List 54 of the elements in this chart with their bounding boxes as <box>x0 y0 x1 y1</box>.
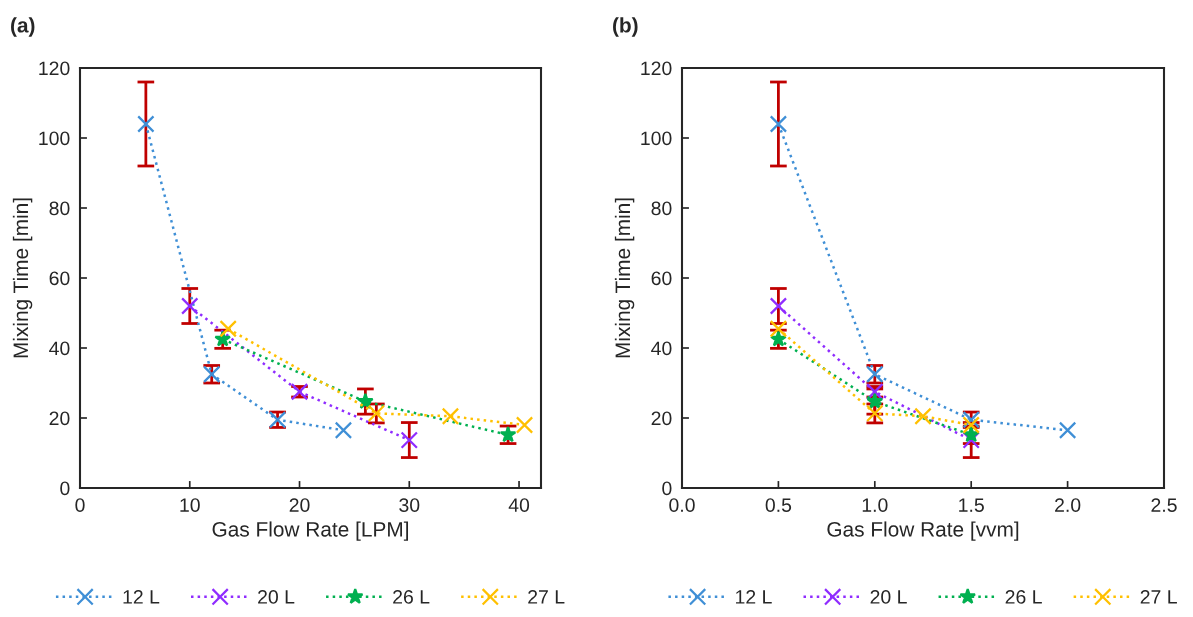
y-tick-label: 60 <box>49 271 70 286</box>
y-tick-label: 40 <box>49 341 70 356</box>
x-tick-label: 0.0 <box>669 498 695 512</box>
y-axis-title: Mixing Time [min] <box>12 198 33 358</box>
point <box>1058 421 1077 439</box>
chart-title: (b) <box>613 17 638 37</box>
y-tick-label: 100 <box>641 131 672 146</box>
x-tick-label: 1.0 <box>862 498 888 512</box>
legend-label: 20 L <box>870 590 907 604</box>
y-tick-label: 20 <box>49 411 70 426</box>
point <box>914 407 932 425</box>
x-axis-title: Gas Flow Rate [vvm] <box>827 521 1019 541</box>
legend-label: 20 L <box>258 590 295 604</box>
y-tick-label: 80 <box>49 201 70 216</box>
x-tick-label: 10 <box>180 498 200 512</box>
y-tick-label: 40 <box>651 341 672 356</box>
point <box>866 392 884 409</box>
legend-label: 26 L <box>393 590 430 604</box>
legend-label: 27 L <box>1140 590 1177 604</box>
point <box>441 407 460 425</box>
point <box>769 297 788 315</box>
x-tick-label: 20 <box>289 498 310 512</box>
point <box>962 416 980 434</box>
chart-title: (a) <box>11 17 35 37</box>
y-tick-label: 120 <box>641 61 672 76</box>
legend-label: 26 L <box>1005 590 1042 604</box>
legend-label: 27 L <box>528 590 565 604</box>
y-tick-label: 80 <box>651 201 672 216</box>
legend-label: 12 L <box>123 590 160 604</box>
y-tick-label: 60 <box>651 271 672 286</box>
y-tick-label: 0 <box>662 481 672 496</box>
point <box>515 416 534 434</box>
point <box>334 421 353 439</box>
y-axis-title: Mixing Time [min] <box>614 198 635 358</box>
x-axis-title: Gas Flow Rate [LPM] <box>212 521 409 541</box>
y-tick-label: 0 <box>60 481 70 496</box>
point <box>181 297 199 315</box>
legend-label: 12 L <box>736 590 772 604</box>
point <box>400 431 419 449</box>
x-tick-label: 40 <box>508 498 530 512</box>
x-tick-label: 1.5 <box>959 498 984 512</box>
point <box>962 431 980 449</box>
y-tick-label: 100 <box>39 131 70 146</box>
x-tick-label: 2.0 <box>1055 498 1081 512</box>
x-tick-label: 0.5 <box>765 498 792 512</box>
y-tick-label: 20 <box>651 411 672 426</box>
point <box>219 320 237 338</box>
point <box>137 115 155 133</box>
point <box>769 115 788 133</box>
y-tick-label: 120 <box>39 61 70 76</box>
point <box>357 392 374 409</box>
x-tick-label: 30 <box>399 498 420 512</box>
x-tick-label: 2.5 <box>1151 498 1177 512</box>
x-tick-label: 0 <box>75 498 85 512</box>
